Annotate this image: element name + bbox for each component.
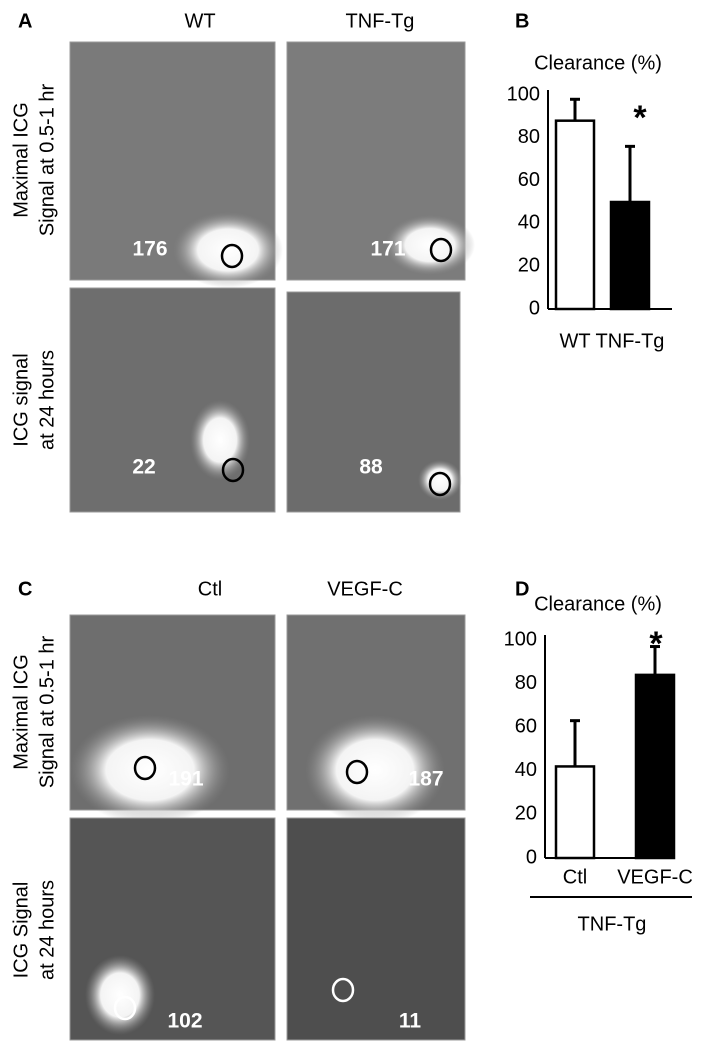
column-header: WT xyxy=(184,10,215,32)
roi-circle xyxy=(133,755,157,781)
signal-value: 88 xyxy=(359,456,383,479)
bar xyxy=(609,200,651,311)
bar xyxy=(634,673,676,860)
micrograph: 171 xyxy=(286,41,475,281)
significance-star: * xyxy=(649,625,663,663)
y-tick-label: 60 xyxy=(515,715,537,737)
panel-label: C xyxy=(18,578,32,600)
column-header: VEGF-C xyxy=(327,578,403,600)
x-tick-label: TNF-Tg xyxy=(596,330,665,352)
y-tick-label: 100 xyxy=(504,628,537,650)
micrograph: 102 xyxy=(69,817,276,1041)
row-label: Maximal ICG xyxy=(10,654,32,770)
icg-signal xyxy=(190,400,250,480)
panel-label: D xyxy=(515,578,529,600)
row-label: Signal at 0.5-1 hr xyxy=(36,84,58,237)
micrograph: 22 xyxy=(69,287,276,513)
roi-circle xyxy=(221,457,245,483)
signal-value: 22 xyxy=(132,456,155,479)
y-tick-label: 40 xyxy=(518,212,540,234)
y-tick-label: 20 xyxy=(515,803,537,825)
icg-signal xyxy=(418,460,462,500)
icg-signal xyxy=(85,955,155,1035)
x-tick-label: Ctl xyxy=(563,866,587,888)
y-tick-label: 0 xyxy=(526,846,537,868)
signal-value: 176 xyxy=(132,238,167,261)
y-tick-label: 20 xyxy=(518,254,540,276)
signal-value: 191 xyxy=(168,768,203,791)
group-label: TNF-Tg xyxy=(578,913,647,935)
roi-circle xyxy=(220,243,244,269)
signal-value: 102 xyxy=(167,1010,202,1033)
image-background xyxy=(69,287,276,513)
roi-circle xyxy=(428,471,452,497)
icg-signal xyxy=(305,715,445,825)
column-header: Ctl xyxy=(198,578,222,600)
panel-label: A xyxy=(18,10,32,32)
y-tick-label: 0 xyxy=(529,297,540,319)
row-label: ICG signal xyxy=(10,353,32,446)
row-label: at 24 hours xyxy=(36,350,58,450)
roi-circle xyxy=(429,237,453,263)
micrograph: 11 xyxy=(286,817,466,1041)
icg-signal xyxy=(70,715,230,825)
signal-value: 187 xyxy=(408,768,443,791)
signal-value: 11 xyxy=(399,1010,422,1033)
panel-label: B xyxy=(515,10,529,32)
roi-circle xyxy=(113,995,137,1021)
x-tick-label: VEGF-C xyxy=(617,866,693,888)
y-tick-label: 100 xyxy=(507,83,540,105)
bar xyxy=(554,765,596,860)
row-label: Maximal ICG xyxy=(10,102,32,218)
icg-signal xyxy=(173,212,283,288)
image-background xyxy=(286,817,466,1041)
significance-star: * xyxy=(633,99,647,137)
micrograph: 187 xyxy=(286,614,466,825)
roi-circle xyxy=(331,977,355,1003)
y-tick-label: 80 xyxy=(518,126,540,148)
micrograph: 191 xyxy=(69,614,276,825)
x-tick-label: WT xyxy=(559,330,590,352)
column-header: TNF-Tg xyxy=(346,10,415,32)
y-tick-label: 80 xyxy=(515,672,537,694)
row-label: Signal at 0.5-1 hr xyxy=(36,636,58,789)
signal-value: 171 xyxy=(370,238,405,261)
chart-title: Clearance (%) xyxy=(534,593,662,615)
icg-signal xyxy=(385,215,475,275)
roi-circle xyxy=(345,759,369,785)
micrograph: 176 xyxy=(69,41,283,288)
y-tick-label: 40 xyxy=(515,759,537,781)
row-label: ICG Signal xyxy=(10,882,32,979)
chart-title: Clearance (%) xyxy=(534,52,662,74)
micrograph: 88 xyxy=(286,291,462,513)
row-label: at 24 hours xyxy=(36,880,58,980)
y-tick-label: 60 xyxy=(518,169,540,191)
bar xyxy=(554,119,596,311)
